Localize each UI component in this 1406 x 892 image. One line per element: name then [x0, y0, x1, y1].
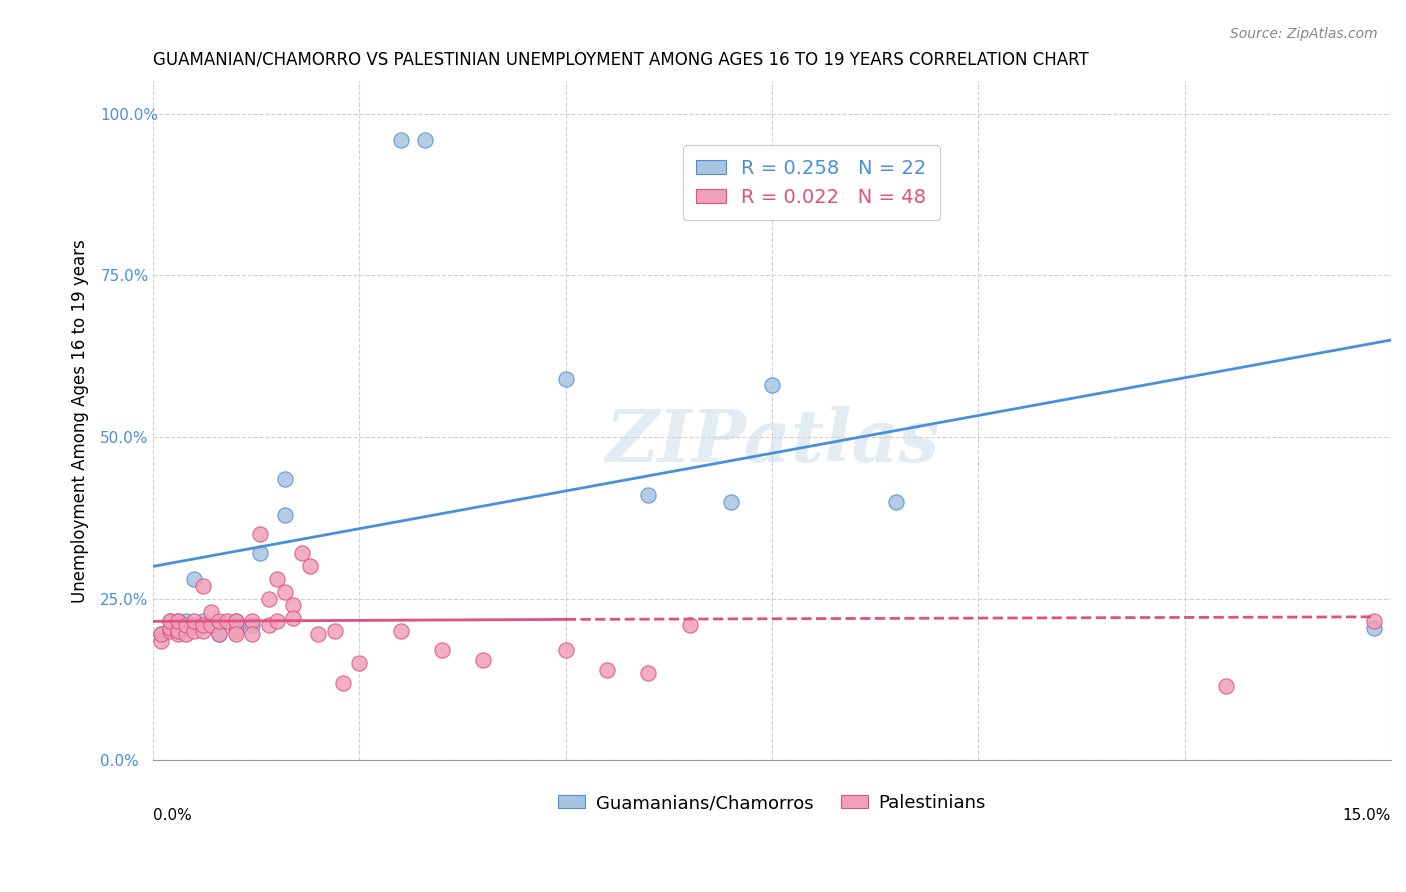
- Legend: Guamanians/Chamorros, Palestinians: Guamanians/Chamorros, Palestinians: [551, 787, 993, 819]
- Point: [183, 624, 205, 638]
- Point: [332, 675, 354, 690]
- Point: [415, 132, 437, 146]
- Point: [1364, 621, 1386, 635]
- Point: [167, 627, 190, 641]
- Point: [257, 591, 280, 606]
- Point: [191, 617, 214, 632]
- Point: [167, 615, 190, 629]
- Point: [430, 643, 453, 657]
- Point: [150, 627, 173, 641]
- Point: [167, 624, 190, 638]
- Point: [150, 633, 173, 648]
- Point: [274, 585, 297, 599]
- Point: [1364, 615, 1386, 629]
- Point: [208, 627, 231, 641]
- Point: [274, 472, 297, 486]
- Point: [266, 572, 288, 586]
- Point: [191, 624, 214, 638]
- Point: [349, 657, 371, 671]
- Point: [225, 624, 247, 638]
- Point: [183, 572, 205, 586]
- Text: GUAMANIAN/CHAMORRO VS PALESTINIAN UNEMPLOYMENT AMONG AGES 16 TO 19 YEARS CORRELA: GUAMANIAN/CHAMORRO VS PALESTINIAN UNEMPL…: [153, 51, 1088, 69]
- Point: [240, 615, 263, 629]
- Text: 0.0%: 0.0%: [153, 808, 191, 823]
- Point: [249, 546, 271, 560]
- Point: [323, 624, 346, 638]
- Text: 15.0%: 15.0%: [1343, 808, 1391, 823]
- Point: [191, 579, 214, 593]
- Point: [240, 627, 263, 641]
- Point: [217, 615, 239, 629]
- Point: [307, 627, 329, 641]
- Point: [283, 611, 305, 625]
- Point: [225, 621, 247, 635]
- Point: [389, 624, 412, 638]
- Point: [240, 617, 263, 632]
- Point: [159, 615, 181, 629]
- Point: [298, 559, 321, 574]
- Point: [191, 615, 214, 629]
- Point: [208, 617, 231, 632]
- Point: [183, 615, 205, 629]
- Point: [174, 617, 197, 632]
- Text: ZIPatlas: ZIPatlas: [605, 406, 939, 476]
- Point: [720, 494, 742, 508]
- Y-axis label: Unemployment Among Ages 16 to 19 years: Unemployment Among Ages 16 to 19 years: [72, 239, 89, 603]
- Point: [167, 624, 190, 638]
- Point: [183, 617, 205, 632]
- Point: [637, 666, 659, 681]
- Point: [225, 627, 247, 641]
- Point: [761, 378, 783, 392]
- Point: [596, 663, 619, 677]
- Point: [159, 615, 181, 629]
- Point: [472, 653, 495, 667]
- Point: [208, 627, 231, 641]
- Point: [678, 617, 700, 632]
- Point: [167, 615, 190, 629]
- Point: [225, 615, 247, 629]
- Point: [554, 372, 576, 386]
- Point: [159, 624, 181, 638]
- Point: [174, 627, 197, 641]
- Point: [249, 527, 271, 541]
- Point: [266, 615, 288, 629]
- Point: [200, 617, 222, 632]
- Point: [200, 605, 222, 619]
- Point: [637, 488, 659, 502]
- Point: [150, 627, 173, 641]
- Point: [208, 615, 231, 629]
- Point: [283, 598, 305, 612]
- Point: [389, 132, 412, 146]
- Point: [257, 617, 280, 632]
- Point: [291, 546, 314, 560]
- Point: [174, 615, 197, 629]
- Point: [159, 621, 181, 635]
- Point: [884, 494, 907, 508]
- Point: [554, 643, 576, 657]
- Point: [1215, 679, 1237, 693]
- Point: [225, 615, 247, 629]
- Text: Source: ZipAtlas.com: Source: ZipAtlas.com: [1230, 27, 1378, 41]
- Point: [274, 508, 297, 522]
